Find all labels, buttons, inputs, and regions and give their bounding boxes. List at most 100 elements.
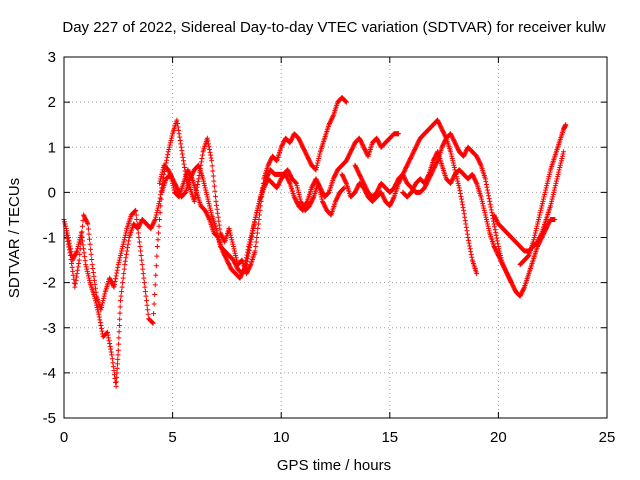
data-point xyxy=(511,285,517,291)
data-point xyxy=(340,186,346,192)
data-point xyxy=(486,228,492,234)
data-point xyxy=(215,214,221,220)
data-point xyxy=(203,187,209,193)
data-point xyxy=(353,187,359,193)
data-point xyxy=(400,172,406,178)
data-point xyxy=(228,232,234,238)
data-point xyxy=(186,169,192,175)
data-point xyxy=(350,143,356,149)
data-point xyxy=(458,196,464,202)
data-point xyxy=(532,230,538,236)
data-point xyxy=(150,222,156,228)
data-point xyxy=(331,174,337,180)
data-point xyxy=(219,233,225,239)
data-point xyxy=(342,178,348,184)
data-point xyxy=(356,171,362,177)
data-point xyxy=(363,149,369,155)
data-point xyxy=(335,193,341,199)
data-point xyxy=(98,322,104,328)
x-tick-label: 15 xyxy=(381,429,398,446)
data-point xyxy=(223,256,229,262)
data-point xyxy=(275,181,281,187)
data-point xyxy=(115,262,121,268)
data-point xyxy=(544,183,550,189)
series-track-a xyxy=(61,95,349,389)
data-point xyxy=(209,158,215,164)
data-point xyxy=(552,216,558,222)
data-point xyxy=(126,238,132,244)
data-point xyxy=(64,236,70,242)
data-point xyxy=(169,135,175,141)
data-point xyxy=(150,320,156,326)
data-point xyxy=(462,150,468,156)
data-point xyxy=(484,219,490,225)
data-point xyxy=(114,374,120,380)
data-point xyxy=(488,204,494,210)
data-point xyxy=(76,241,82,247)
data-point xyxy=(241,266,247,272)
data-point xyxy=(262,183,268,189)
data-point xyxy=(73,249,79,255)
x-axis-label: GPS time / hours xyxy=(277,457,391,474)
data-point xyxy=(113,379,119,385)
data-point xyxy=(310,196,316,202)
data-point xyxy=(472,177,478,183)
data-point xyxy=(188,174,194,180)
data-point xyxy=(207,147,213,153)
data-point xyxy=(298,198,304,204)
data-point xyxy=(506,275,512,281)
data-point xyxy=(62,221,68,227)
data-point xyxy=(502,267,508,273)
data-point xyxy=(246,247,252,253)
data-point xyxy=(357,137,363,143)
data-point xyxy=(245,253,251,259)
data-point xyxy=(340,174,346,180)
data-point xyxy=(457,188,463,194)
data-point xyxy=(121,266,127,272)
data-point xyxy=(500,262,506,268)
data-point xyxy=(253,212,259,218)
data-point xyxy=(401,169,407,175)
data-point xyxy=(316,181,322,187)
data-point xyxy=(412,183,418,189)
data-point xyxy=(204,212,210,218)
data-point xyxy=(114,361,120,367)
data-point xyxy=(298,141,304,147)
data-point xyxy=(415,140,421,146)
data-point xyxy=(222,253,228,259)
data-point xyxy=(78,230,84,236)
data-point xyxy=(105,332,111,338)
data-point xyxy=(195,179,201,185)
data-point xyxy=(118,293,124,299)
data-point xyxy=(353,188,359,194)
data-point xyxy=(391,185,397,191)
data-point xyxy=(211,183,217,189)
data-point xyxy=(227,228,233,234)
data-point xyxy=(176,131,182,137)
data-point xyxy=(255,221,261,227)
data-point xyxy=(79,234,85,240)
data-point xyxy=(292,179,298,185)
data-point xyxy=(459,199,465,205)
data-point xyxy=(532,232,538,238)
data-point xyxy=(559,156,565,162)
data-point xyxy=(151,311,157,317)
data-point xyxy=(438,124,444,130)
data-point xyxy=(315,158,321,164)
data-point xyxy=(220,235,226,240)
data-point xyxy=(448,180,454,186)
data-point xyxy=(539,203,545,209)
data-point xyxy=(400,171,406,177)
data-point xyxy=(141,275,147,281)
data-point xyxy=(72,281,78,287)
data-point xyxy=(310,195,316,201)
data-point xyxy=(195,181,201,187)
data-point xyxy=(364,187,370,193)
data-point xyxy=(538,232,544,238)
data-point xyxy=(204,135,210,141)
data-point xyxy=(550,192,556,198)
data-point xyxy=(249,231,255,237)
data-point xyxy=(166,169,172,175)
data-point xyxy=(287,140,293,146)
data-point xyxy=(430,158,436,164)
